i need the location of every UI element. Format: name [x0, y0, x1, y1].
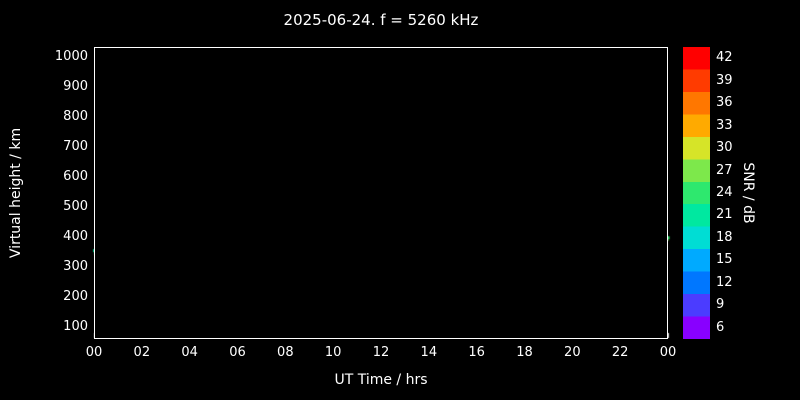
colorbar-tick-label: 33: [716, 117, 733, 133]
plot-area: [94, 47, 668, 339]
colorbar-tick-label: 39: [716, 72, 733, 88]
y-axis-label: Virtual height / km: [8, 127, 24, 259]
x-tick-label: 18: [516, 345, 533, 360]
colorbar-tick-label: 15: [716, 252, 733, 268]
x-tick-label: 12: [372, 345, 390, 360]
x-tick-label: 16: [468, 345, 485, 360]
y-tick-label: 400: [63, 229, 88, 245]
y-tick-label: 300: [63, 259, 88, 275]
x-axis-label: UT Time / hrs: [334, 372, 428, 388]
colorbar-tick-label: 42: [716, 50, 733, 66]
colorbar-tick-label: 12: [716, 274, 733, 290]
x-tick-label: 14: [420, 345, 438, 360]
x-tick-label: 10: [324, 345, 342, 360]
y-tick-label: 500: [63, 199, 88, 215]
colorbar: [683, 47, 710, 339]
colorbar-tick-label: 30: [716, 140, 733, 156]
x-tick-label: 00: [85, 345, 103, 360]
y-tick-label: 900: [63, 79, 88, 95]
y-tick-label: 800: [63, 109, 88, 125]
colorbar-tick-label: 6: [716, 319, 725, 335]
colorbar-label: SNR / dB: [740, 162, 756, 224]
x-tick-label: 02: [133, 345, 151, 360]
colorbar-tick-label: 18: [716, 229, 733, 245]
colorbar-tick-label: 21: [716, 207, 733, 223]
y-tick-label: 200: [63, 289, 88, 305]
x-tick-label: 06: [229, 345, 246, 360]
colorbar-tick-label: 9: [716, 297, 725, 313]
colorbar-tick-label: 36: [716, 95, 733, 111]
x-tick-label: 04: [181, 345, 198, 360]
colorbar-tick-label: 27: [716, 162, 733, 178]
x-tick-label: 20: [564, 345, 581, 360]
y-tick-label: 600: [63, 169, 88, 185]
x-tick-label: 00: [659, 345, 677, 360]
y-tick-label: 100: [63, 319, 88, 335]
y-tick-label: 1000: [54, 49, 88, 65]
y-tick-label: 700: [63, 139, 88, 155]
x-tick-label: 08: [277, 345, 294, 360]
colorbar-tick-label: 24: [716, 185, 733, 200]
x-tick-label: 22: [611, 345, 629, 360]
